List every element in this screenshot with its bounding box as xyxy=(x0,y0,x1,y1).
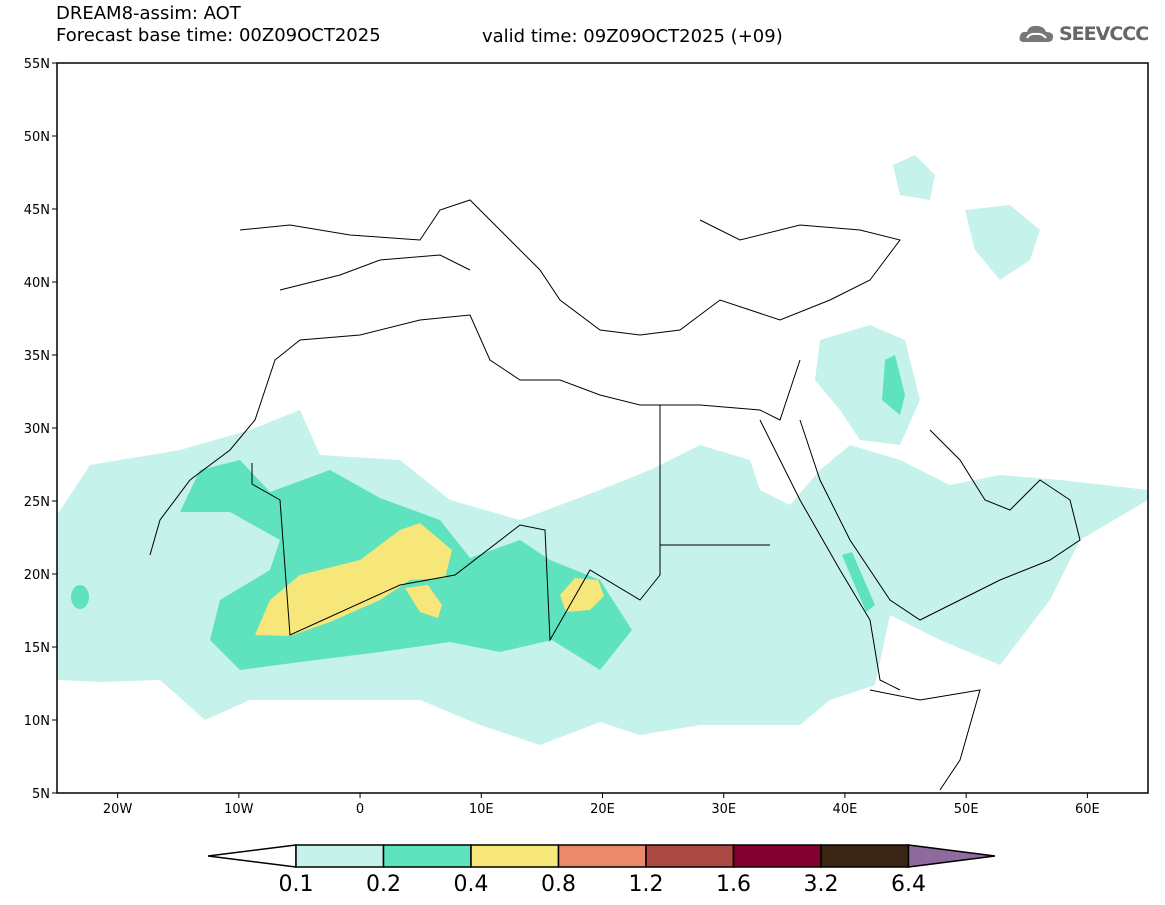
lon-label: 20E xyxy=(590,802,615,817)
aot-contour-0.1-caspian xyxy=(893,155,935,200)
lon-label: 0 xyxy=(356,802,364,817)
aot-contour-0.2-redsea xyxy=(842,552,875,612)
colorbar-segment xyxy=(645,844,735,868)
lat-label: 15N xyxy=(24,641,50,656)
lon-label: 40E xyxy=(833,802,858,817)
lat-label: 45N xyxy=(24,203,50,218)
valid-time: valid time: 09Z09OCT2025 (+09) xyxy=(482,26,783,47)
colorbar-segment xyxy=(295,844,385,868)
cloud-icon xyxy=(1019,25,1054,42)
aot-contour-0.4-b xyxy=(405,585,442,618)
lon-axis: 20W 10W 0 10E 20E 30E 40E 50E 60E xyxy=(103,793,1100,817)
colorbar-segment xyxy=(470,844,560,868)
lat-label: 50N xyxy=(24,130,50,145)
model-title: DREAM8-assim: AOT xyxy=(56,3,241,24)
lat-label: 55N xyxy=(24,57,50,72)
base-time: Forecast base time: 00Z09OCT2025 xyxy=(56,25,381,46)
colorbar-over-arrow xyxy=(907,844,996,868)
coastlines-borders xyxy=(149,199,1081,791)
colorbar-segment xyxy=(557,844,647,868)
aot-contour-0.2-iraq xyxy=(882,355,905,415)
colorbar-label: 0.2 xyxy=(366,872,401,897)
dust-field xyxy=(57,155,1148,745)
lat-axis: 55N 50N 45N 40N 35N 30N 25N 20N 15N 10N 5N xyxy=(24,57,57,802)
colorbar-segment xyxy=(382,844,472,868)
colorbar-label: 1.6 xyxy=(716,872,751,897)
colorbar xyxy=(207,844,996,868)
logo-text: SEEVCCC xyxy=(1059,23,1149,45)
colorbar-label: 1.2 xyxy=(628,872,664,897)
lon-label: 30E xyxy=(711,802,736,817)
lat-label: 5N xyxy=(32,787,50,802)
lat-label: 25N xyxy=(24,495,50,510)
colorbar-label: 0.8 xyxy=(541,872,576,897)
lon-label: 10W xyxy=(224,802,254,817)
aot-contour-0.1-turkmen xyxy=(965,205,1040,280)
lat-label: 10N xyxy=(24,714,50,729)
seevccc-logo: SEEVCCC xyxy=(1018,22,1149,46)
lat-label: 20N xyxy=(24,568,50,583)
lat-label: 35N xyxy=(24,349,50,364)
colorbar-segment xyxy=(820,844,910,868)
lon-label: 50E xyxy=(954,802,979,817)
colorbar-label: 0.4 xyxy=(453,872,489,897)
aot-contour-0.1-iraq xyxy=(815,325,920,445)
aot-contour-0.4 xyxy=(255,523,452,636)
colorbar-label: 6.4 xyxy=(891,872,926,897)
lon-label: 60E xyxy=(1075,802,1100,817)
colorbar-segment xyxy=(732,844,822,868)
aot-contour-0.2-blob xyxy=(71,585,89,609)
lat-label: 40N xyxy=(24,276,50,291)
colorbar-label: 3.2 xyxy=(803,872,839,897)
lat-label: 30N xyxy=(24,422,50,437)
colorbar-under-arrow xyxy=(207,844,297,868)
lon-label: 20W xyxy=(103,802,133,817)
lon-label: 10E xyxy=(469,802,494,817)
colorbar-label: 0.1 xyxy=(278,872,314,897)
